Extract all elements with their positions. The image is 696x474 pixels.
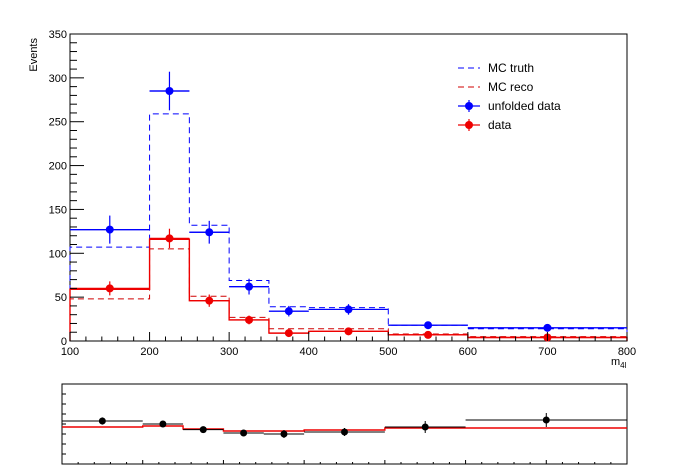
legend-item: data [458,118,512,132]
x-tick-label: 200 [140,346,158,358]
mc-truth-histogram [69,113,628,341]
x-tick-label: 700 [538,346,556,358]
data-point [205,296,214,305]
main-axes: 100 200 300 400 500 600 700 800 0 50 100 150 200 250 3… [49,29,637,358]
unfolded-data-point [543,323,552,332]
legend-item: unfolded data [458,99,561,113]
unfolded-data-point [284,307,293,316]
ratio-point [98,417,106,425]
unfolded-data-point [245,282,254,291]
legend-label: MC truth [488,61,534,75]
data-solid-histogram [69,238,628,341]
legend-item: MC reco [458,80,534,94]
y-axis-label: Events [28,38,40,72]
y-tick-label: 50 [55,292,67,304]
data-point [105,284,114,293]
y-tick-label: 250 [49,117,67,129]
x-tick-label: 100 [61,346,79,358]
ratio-point [159,420,167,428]
x-tick-label: 300 [220,346,238,358]
ratio-point [341,428,348,436]
ratio-point [542,416,550,424]
ratio-axes [61,383,628,465]
y-tick-label: 150 [49,204,67,216]
legend-label: MC reco [488,80,534,94]
legend-swatch-marker [465,102,473,110]
x-tick-label: 400 [300,346,318,358]
x-tick-label: 800 [618,346,636,358]
unfolded-data-point [205,228,214,237]
data-point [245,315,254,324]
y-tick-label: 350 [49,29,67,41]
unfolded-data-point [344,305,353,314]
x-axis-label-subscript: 4l [620,361,626,370]
y-tick-label: 300 [49,73,67,85]
unfolded-data-point [105,225,114,234]
x-tick-label: 600 [459,346,477,358]
main-plot-border [69,33,628,342]
ratio-point [240,429,248,437]
data-point [344,327,353,336]
unfolded-data-point [424,321,433,330]
legend: MC truth MC reco unfolded data data [458,61,561,132]
x-tick-label: 500 [379,346,397,358]
data-point [165,234,174,243]
main-plot-frame [69,33,628,342]
ratio-point [421,423,429,431]
ratio-point [280,430,288,438]
legend-label: data [488,118,512,132]
ratio-point [199,426,207,434]
legend-item: MC truth [458,61,534,75]
legend-swatch-marker [465,121,473,129]
unfolded-data-point [165,87,174,96]
y-tick-label: 100 [49,248,67,260]
data-point [424,330,433,339]
y-tick-label: 200 [49,161,67,173]
x-axis-label-main: m [611,356,620,368]
data-point [284,329,293,338]
legend-label: unfolded data [488,99,561,113]
x-axis-label: m4l [611,356,627,370]
y-tick-label: 0 [61,336,67,348]
ratio-plot [62,413,627,438]
mc-reco-histogram [69,248,628,341]
